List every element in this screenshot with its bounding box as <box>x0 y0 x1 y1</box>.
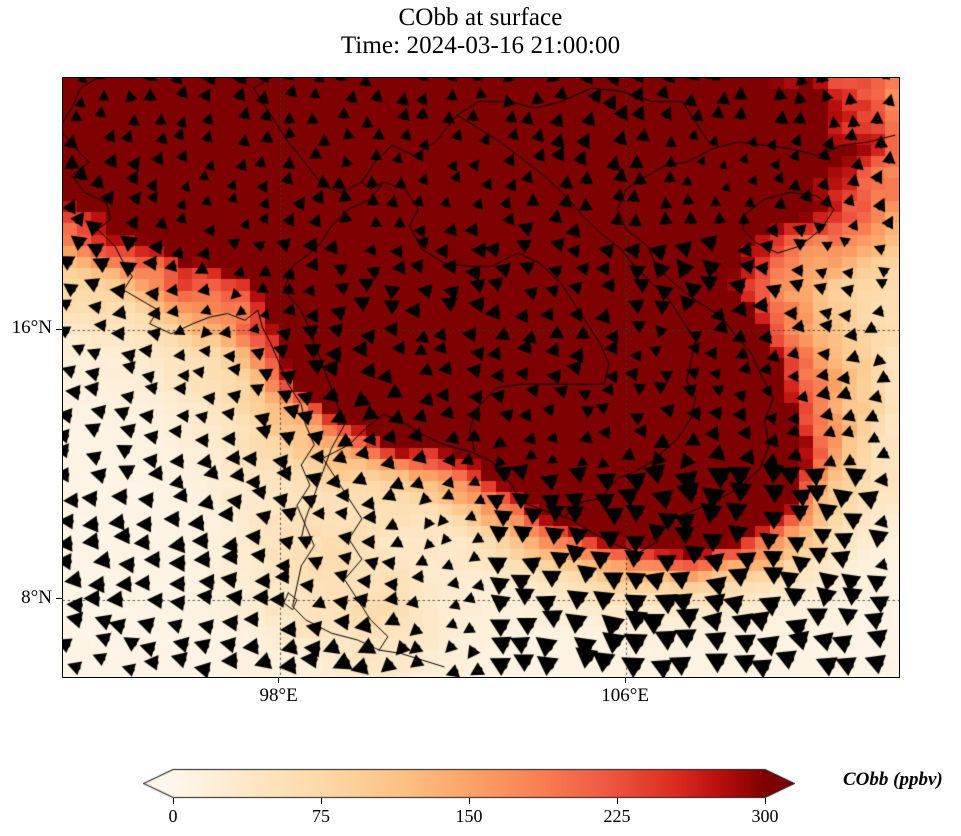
colorbar-tick-mark-300 <box>765 798 766 804</box>
xtick-mark-1 <box>624 677 626 683</box>
colorbar-tick-label-150: 150 <box>455 806 483 826</box>
ytick-mark-1 <box>56 598 62 600</box>
ytick-label-8°N: 8°N <box>21 586 52 608</box>
xtick-label-106°E: 106°E <box>601 685 649 706</box>
title-line-timestamp: Time: 2024-03-16 21:00:00 <box>340 32 621 59</box>
xtick-mark-0 <box>278 677 280 683</box>
colorbar-tick-label-225: 225 <box>603 806 631 826</box>
colorbar-tick-label-75: 75 <box>312 806 330 826</box>
colorbar-tick-mark-75 <box>321 798 322 804</box>
colorbar-tick-mark-0 <box>173 798 174 804</box>
colorbar-tick-mark-225 <box>617 798 618 804</box>
colorbar-tick-label-0: 0 <box>168 806 178 826</box>
colorbar-gradient <box>143 766 795 804</box>
colorbar[interactable] <box>143 766 795 804</box>
xtick-label-98°E: 98°E <box>259 685 298 706</box>
map-axes[interactable] <box>62 77 900 678</box>
map-overlays-coastlines-borders-winds <box>63 78 899 677</box>
colorbar-tick-label-300: 300 <box>751 806 779 826</box>
colorbar-label: CObb (ppbv) <box>843 769 943 790</box>
ytick-label-16°N: 16°N <box>11 317 52 339</box>
colorbar-tick-mark-150 <box>469 798 470 804</box>
ytick-mark-0 <box>56 328 62 331</box>
title-line-variable: CObb at surface <box>398 4 563 31</box>
figure-title: CObb at surface Time: 2024-03-16 21:00:0… <box>0 4 961 60</box>
